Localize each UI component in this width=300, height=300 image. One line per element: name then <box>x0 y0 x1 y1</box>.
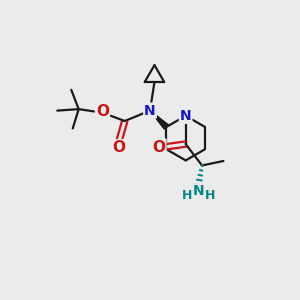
Text: N: N <box>144 103 156 118</box>
Polygon shape <box>150 111 169 129</box>
Text: H: H <box>182 189 192 202</box>
Text: O: O <box>112 140 125 155</box>
Text: N: N <box>180 109 191 123</box>
Text: O: O <box>96 104 109 119</box>
Text: O: O <box>152 140 165 154</box>
Text: H: H <box>205 189 215 202</box>
Text: N: N <box>193 184 205 198</box>
